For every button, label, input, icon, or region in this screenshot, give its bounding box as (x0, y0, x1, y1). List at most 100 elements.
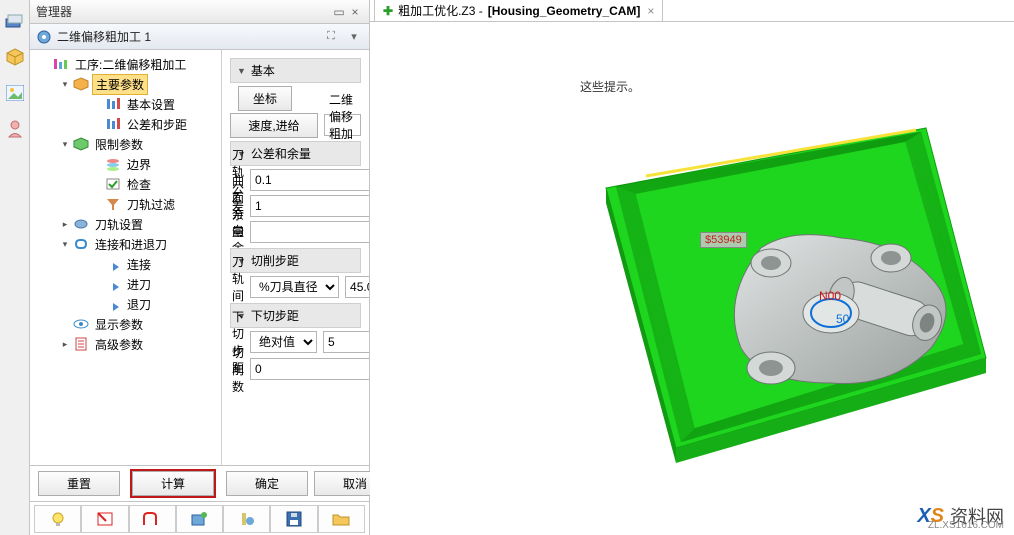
tool-spacing-mode[interactable]: %刀具直径 (250, 276, 339, 298)
tree-item-label: 主要参数 (92, 74, 148, 95)
tree-item[interactable]: 进刀 (30, 274, 221, 294)
arrow-blue-icon (104, 256, 122, 272)
tree-item[interactable]: ▾ 限制参数 (30, 134, 221, 154)
operation-title: 二维偏移粗加工 1 (57, 28, 317, 45)
axis-label: N00 (819, 289, 841, 303)
props-panel: ▼基本 坐标 速度,进给 二维偏移粗加工 1 ▼公差和余量 刀轨公差曲面余量Z方… (222, 50, 369, 465)
section-tolerance[interactable]: ▼公差和余量 (230, 141, 361, 166)
speed-button[interactable]: 速度,进给 (230, 113, 318, 138)
tree-item[interactable]: 工序:二维偏移粗加工 (30, 54, 221, 74)
ok-button[interactable]: 确定 (226, 471, 308, 496)
coord-button[interactable]: 坐标 (238, 86, 292, 111)
section-downstep[interactable]: ▼下切步距 (230, 303, 361, 328)
strip-edit-icon[interactable] (81, 505, 128, 533)
disc-icon (72, 216, 90, 232)
tool-spacing-value[interactable] (345, 276, 369, 298)
tree-item-label: 边界 (124, 155, 154, 174)
operation-name-field[interactable]: 二维偏移粗加工 1 (324, 114, 361, 136)
sidebar-cube-icon[interactable] (4, 46, 26, 68)
cube-green-icon (72, 136, 90, 152)
tree-item-label: 进刀 (124, 275, 154, 294)
cutcount-value[interactable] (250, 358, 369, 380)
strip-path-icon[interactable] (129, 505, 176, 533)
sidebar-tool1[interactable] (4, 10, 26, 32)
bar-icon (52, 56, 70, 72)
downstep-mode[interactable]: 绝对值 (250, 331, 317, 353)
downstep-value[interactable] (323, 331, 369, 353)
cutcount-label: 切削数 (230, 344, 244, 395)
manager-title: 管理器 (36, 3, 331, 20)
strip-open-icon[interactable] (318, 505, 365, 533)
tree-item-label: 显示参数 (92, 315, 146, 334)
section-basic[interactable]: ▼基本 (230, 58, 361, 83)
tree-item[interactable]: 刀轨过滤 (30, 194, 221, 214)
layers-icon (104, 156, 122, 172)
plus-icon: ✚ (383, 4, 393, 18)
hint-text: 这些提示。 (580, 78, 640, 95)
param-tree: 工序:二维偏移粗加工▾主要参数基本设置公差和步距▾限制参数边界检查刀轨过滤▸刀轨… (30, 50, 222, 465)
field-input[interactable] (250, 169, 369, 191)
sidebar-picture-icon[interactable] (4, 82, 26, 104)
tree-item[interactable]: 退刀 (30, 294, 221, 314)
manager-header: 管理器 ▭ × (30, 0, 369, 24)
bars-blue-icon (104, 116, 122, 132)
arrow-blue-icon (104, 276, 122, 292)
operation-header: 二维偏移粗加工 1 ⛶ ▾ (30, 24, 369, 50)
expand-toggle[interactable]: ▾ (60, 139, 70, 150)
axis-num: 50 (836, 312, 850, 326)
tab-title-a: 粗加工优化.Z3 - (398, 2, 483, 19)
arrow-blue-icon (104, 296, 122, 312)
tree-item[interactable]: 显示参数 (30, 314, 221, 334)
minimize-icon[interactable]: ▭ (331, 5, 347, 19)
strip-tool-icon[interactable] (223, 505, 270, 533)
tree-item-label: 公差和步距 (124, 115, 190, 134)
document-tab[interactable]: ✚ 粗加工优化.Z3 - [Housing_Geometry_CAM] × (374, 0, 663, 21)
canvas[interactable]: 这些提示。 (370, 22, 1014, 535)
tree-item-label: 刀轨设置 (92, 215, 146, 234)
tree-item[interactable]: 基本设置 (30, 94, 221, 114)
footer: 重置 计算 确定 取消 (30, 465, 369, 501)
eye-icon (72, 316, 90, 332)
bars-blue-icon (104, 96, 122, 112)
close-icon[interactable]: × (347, 5, 363, 19)
field-input[interactable] (250, 195, 369, 217)
expand-toggle[interactable]: ▾ (60, 79, 70, 90)
reset-button[interactable]: 重置 (38, 471, 120, 496)
dropdown-icon[interactable]: ▾ (345, 30, 363, 43)
section-cutstep[interactable]: ▼切削步距 (230, 248, 361, 273)
tree-item-label: 刀轨过滤 (124, 195, 178, 214)
strip-box-icon[interactable] (176, 505, 223, 533)
expand-toggle[interactable]: ▾ (60, 239, 70, 250)
left-sidebar (0, 0, 30, 535)
expand-toggle[interactable]: ▸ (60, 339, 70, 350)
check-icon (104, 176, 122, 192)
field-input[interactable] (250, 221, 369, 243)
tree-item[interactable]: 连接 (30, 254, 221, 274)
tree-item[interactable]: 边界 (30, 154, 221, 174)
link-icon (72, 236, 90, 252)
strip-bulb-icon[interactable] (34, 505, 81, 533)
tree-item[interactable]: ▸ 刀轨设置 (30, 214, 221, 234)
sidebar-person-icon[interactable] (4, 118, 26, 140)
section-tolerance-title: 公差和余量 (251, 145, 311, 162)
tree-item[interactable]: ▾ 连接和进退刀 (30, 234, 221, 254)
expand-icon[interactable]: ⛶ (322, 30, 340, 43)
tree-item-label: 工序:二维偏移粗加工 (72, 55, 189, 74)
tree-item[interactable]: ▸高级参数 (30, 334, 221, 354)
tree-item[interactable]: ▾ 主要参数 (30, 74, 221, 94)
viewport: ✚ 粗加工优化.Z3 - [Housing_Geometry_CAM] × ▾ … (370, 0, 1014, 535)
tab-close-icon[interactable]: × (647, 4, 654, 18)
tree-item-label: 限制参数 (92, 135, 146, 154)
tree-item-label: 连接和进退刀 (92, 235, 170, 254)
expand-toggle[interactable]: ▸ (60, 219, 70, 230)
calculate-button[interactable]: 计算 (132, 471, 214, 496)
tree-item-label: 连接 (124, 255, 154, 274)
watermark: XS 资料网 ZL.XS1616.COM (917, 503, 1004, 529)
section-basic-title: 基本 (251, 62, 275, 79)
section-downstep-title: 下切步距 (251, 307, 299, 324)
tree-item[interactable]: 公差和步距 (30, 114, 221, 134)
strip-save-icon[interactable] (270, 505, 317, 533)
tree-item[interactable]: 检查 (30, 174, 221, 194)
manager-panel: 管理器 ▭ × 二维偏移粗加工 1 ⛶ ▾ 工序:二维偏移粗加工▾主要参数基本设… (30, 0, 370, 535)
center-label: $53949 (700, 232, 747, 248)
